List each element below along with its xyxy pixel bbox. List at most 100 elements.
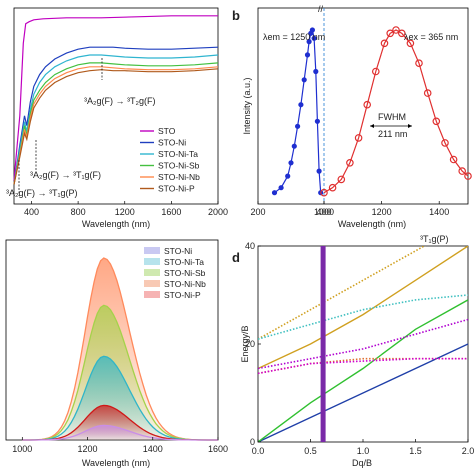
x-tick-label: 1400: [143, 444, 163, 454]
panel-b-ylabel: Intensity (a.u.): [242, 77, 252, 134]
series-excitation-point: [295, 123, 301, 129]
energy-level-line: [258, 246, 468, 370]
x-tick-label: 400: [24, 207, 39, 217]
x-tick-label: 2.0: [462, 446, 474, 456]
x-tick-label: 0.0: [252, 446, 265, 456]
annotation-t2g: ³A₂g(F) → ³T₂g(F): [84, 96, 155, 106]
panel-d-ylabel: Energy/B: [240, 325, 250, 362]
energy-level-line: [258, 299, 468, 442]
legend-label: STO: [158, 126, 176, 136]
legend-swatch: [144, 258, 160, 265]
series-emission-point: [363, 100, 372, 109]
energy-level-line: [258, 357, 468, 375]
x-tick-label: 400: [316, 207, 331, 217]
panel-d-letter: d: [232, 250, 240, 265]
panel-d-ticks: 0.0 0.5 1.0 1.5 2.0 0 20 40: [245, 241, 474, 456]
annotation-fwhm: FWHM: [378, 112, 406, 122]
series-emission-point: [337, 175, 346, 184]
panel-b-frame: [257, 7, 469, 205]
axis-break-mark: //: [318, 4, 324, 14]
annotation-lambda-ex: λex = 365 nm: [404, 32, 458, 42]
x-tick-label: 2000: [208, 207, 228, 217]
y-tick-label: 20: [245, 339, 255, 349]
series-excitation-point: [291, 143, 297, 149]
series-sto-ni-area: [22, 425, 218, 440]
series-emission-point: [423, 89, 432, 97]
legend-label: STO-Ni-Sb: [158, 161, 200, 171]
series-sto-ni-p-line: [13, 68, 219, 185]
legend-swatch: [144, 247, 160, 254]
series-emission-point: [432, 117, 441, 126]
series-emission-line: [323, 29, 469, 194]
series-emission-point: [328, 183, 337, 192]
panel-c-series: [22, 257, 218, 441]
panel-b-series: [271, 26, 472, 197]
series-excitation-point: [298, 102, 304, 108]
x-tick-label: 1000: [12, 444, 32, 454]
series-excitation-point: [314, 118, 320, 124]
series-excitation-point: [271, 190, 278, 196]
legend-label: STO-Ni-P: [164, 290, 201, 300]
series-excitation-point: [304, 52, 311, 58]
series-sto-ni-p-area: [22, 405, 218, 440]
annotation-t1g-p: ³A₂g(F) → ³T₁g(P): [6, 188, 78, 198]
panel-d-lines: [258, 246, 468, 442]
series-excitation-point: [285, 173, 291, 179]
panel-b-letter: b: [232, 8, 240, 23]
legend-swatch: [144, 269, 160, 276]
panel-d-series: [258, 246, 468, 442]
panel-a-x-ticks: 400 800 1200 1600 2000: [24, 201, 228, 217]
series-emission-point: [458, 167, 467, 175]
series-emission-point: [346, 159, 354, 167]
x-tick-label: 1600: [208, 444, 228, 454]
series-excitation-point: [316, 168, 322, 174]
series-sto-ni-ta-line: [13, 54, 219, 185]
panel-a-xlabel: Wavelength (nm): [82, 219, 150, 229]
series-emission-point: [464, 172, 472, 180]
legend-label: STO-Ni-Ta: [164, 257, 204, 267]
series-sto-ni-line: [13, 46, 219, 185]
series-sto-ni-ta-area: [22, 356, 218, 440]
annotation-lambda-em: λem = 1250 nm: [263, 32, 325, 42]
panel-d-frame: [257, 245, 469, 443]
legend-label: STO-Ni-Nb: [164, 279, 206, 289]
panel-a: 400 800 1200 1600 2000 Wavelength (nm) ³A₂g(…: [6, 7, 228, 229]
fwhm-arrow-left-head: [370, 124, 374, 128]
series-excitation-line: [274, 28, 322, 194]
series-emission-point: [441, 139, 449, 147]
legend-label: STO-Ni: [164, 246, 192, 256]
series-excitation-point: [311, 35, 317, 41]
legend-label: STO-Ni: [158, 138, 186, 148]
x-tick-label: 0.5: [304, 446, 317, 456]
annotation-t1g-f: ³A₂g(F) → ³T₁g(F): [30, 170, 101, 180]
energy-level-line: [258, 343, 468, 442]
legend-label: STO-Ni-Sb: [164, 268, 206, 278]
fwhm-arrow-right-head: [408, 124, 412, 128]
series-emission-point: [354, 134, 363, 142]
energy-level-line: [258, 294, 468, 340]
panel-a-series: [13, 15, 219, 185]
series-excitation-point: [309, 27, 315, 33]
x-tick-label: 1.5: [409, 446, 422, 456]
series-sto-line: [13, 15, 218, 181]
legend-label: STO-Ni-Ta: [158, 149, 198, 159]
panel-a-frame: [13, 7, 219, 205]
legend-swatch: [144, 291, 160, 298]
energy-level-line: [258, 246, 426, 340]
x-tick-label: 1000: [314, 207, 334, 217]
legend-swatch: [144, 280, 160, 287]
series-sto-ni-line: [22, 424, 218, 441]
x-tick-label: 1200: [115, 207, 135, 217]
x-tick-label: 1600: [161, 207, 181, 217]
annotation-fwhm-value: 211 nm: [378, 129, 407, 139]
x-tick-label: 800: [71, 207, 86, 217]
legend-label: STO-Ni-Nb: [158, 172, 200, 182]
series-emission-point: [406, 39, 415, 48]
x-tick-label: 1200: [372, 207, 392, 217]
panel-d-xlabel: Dq/B: [352, 458, 372, 468]
panel-c-legend: STO-NiSTO-Ni-TaSTO-Ni-SbSTO-Ni-NbSTO-Ni-…: [144, 246, 206, 300]
series-excitation-point: [288, 160, 294, 166]
panel-c-xlabel: Wavelength (nm): [82, 458, 150, 468]
